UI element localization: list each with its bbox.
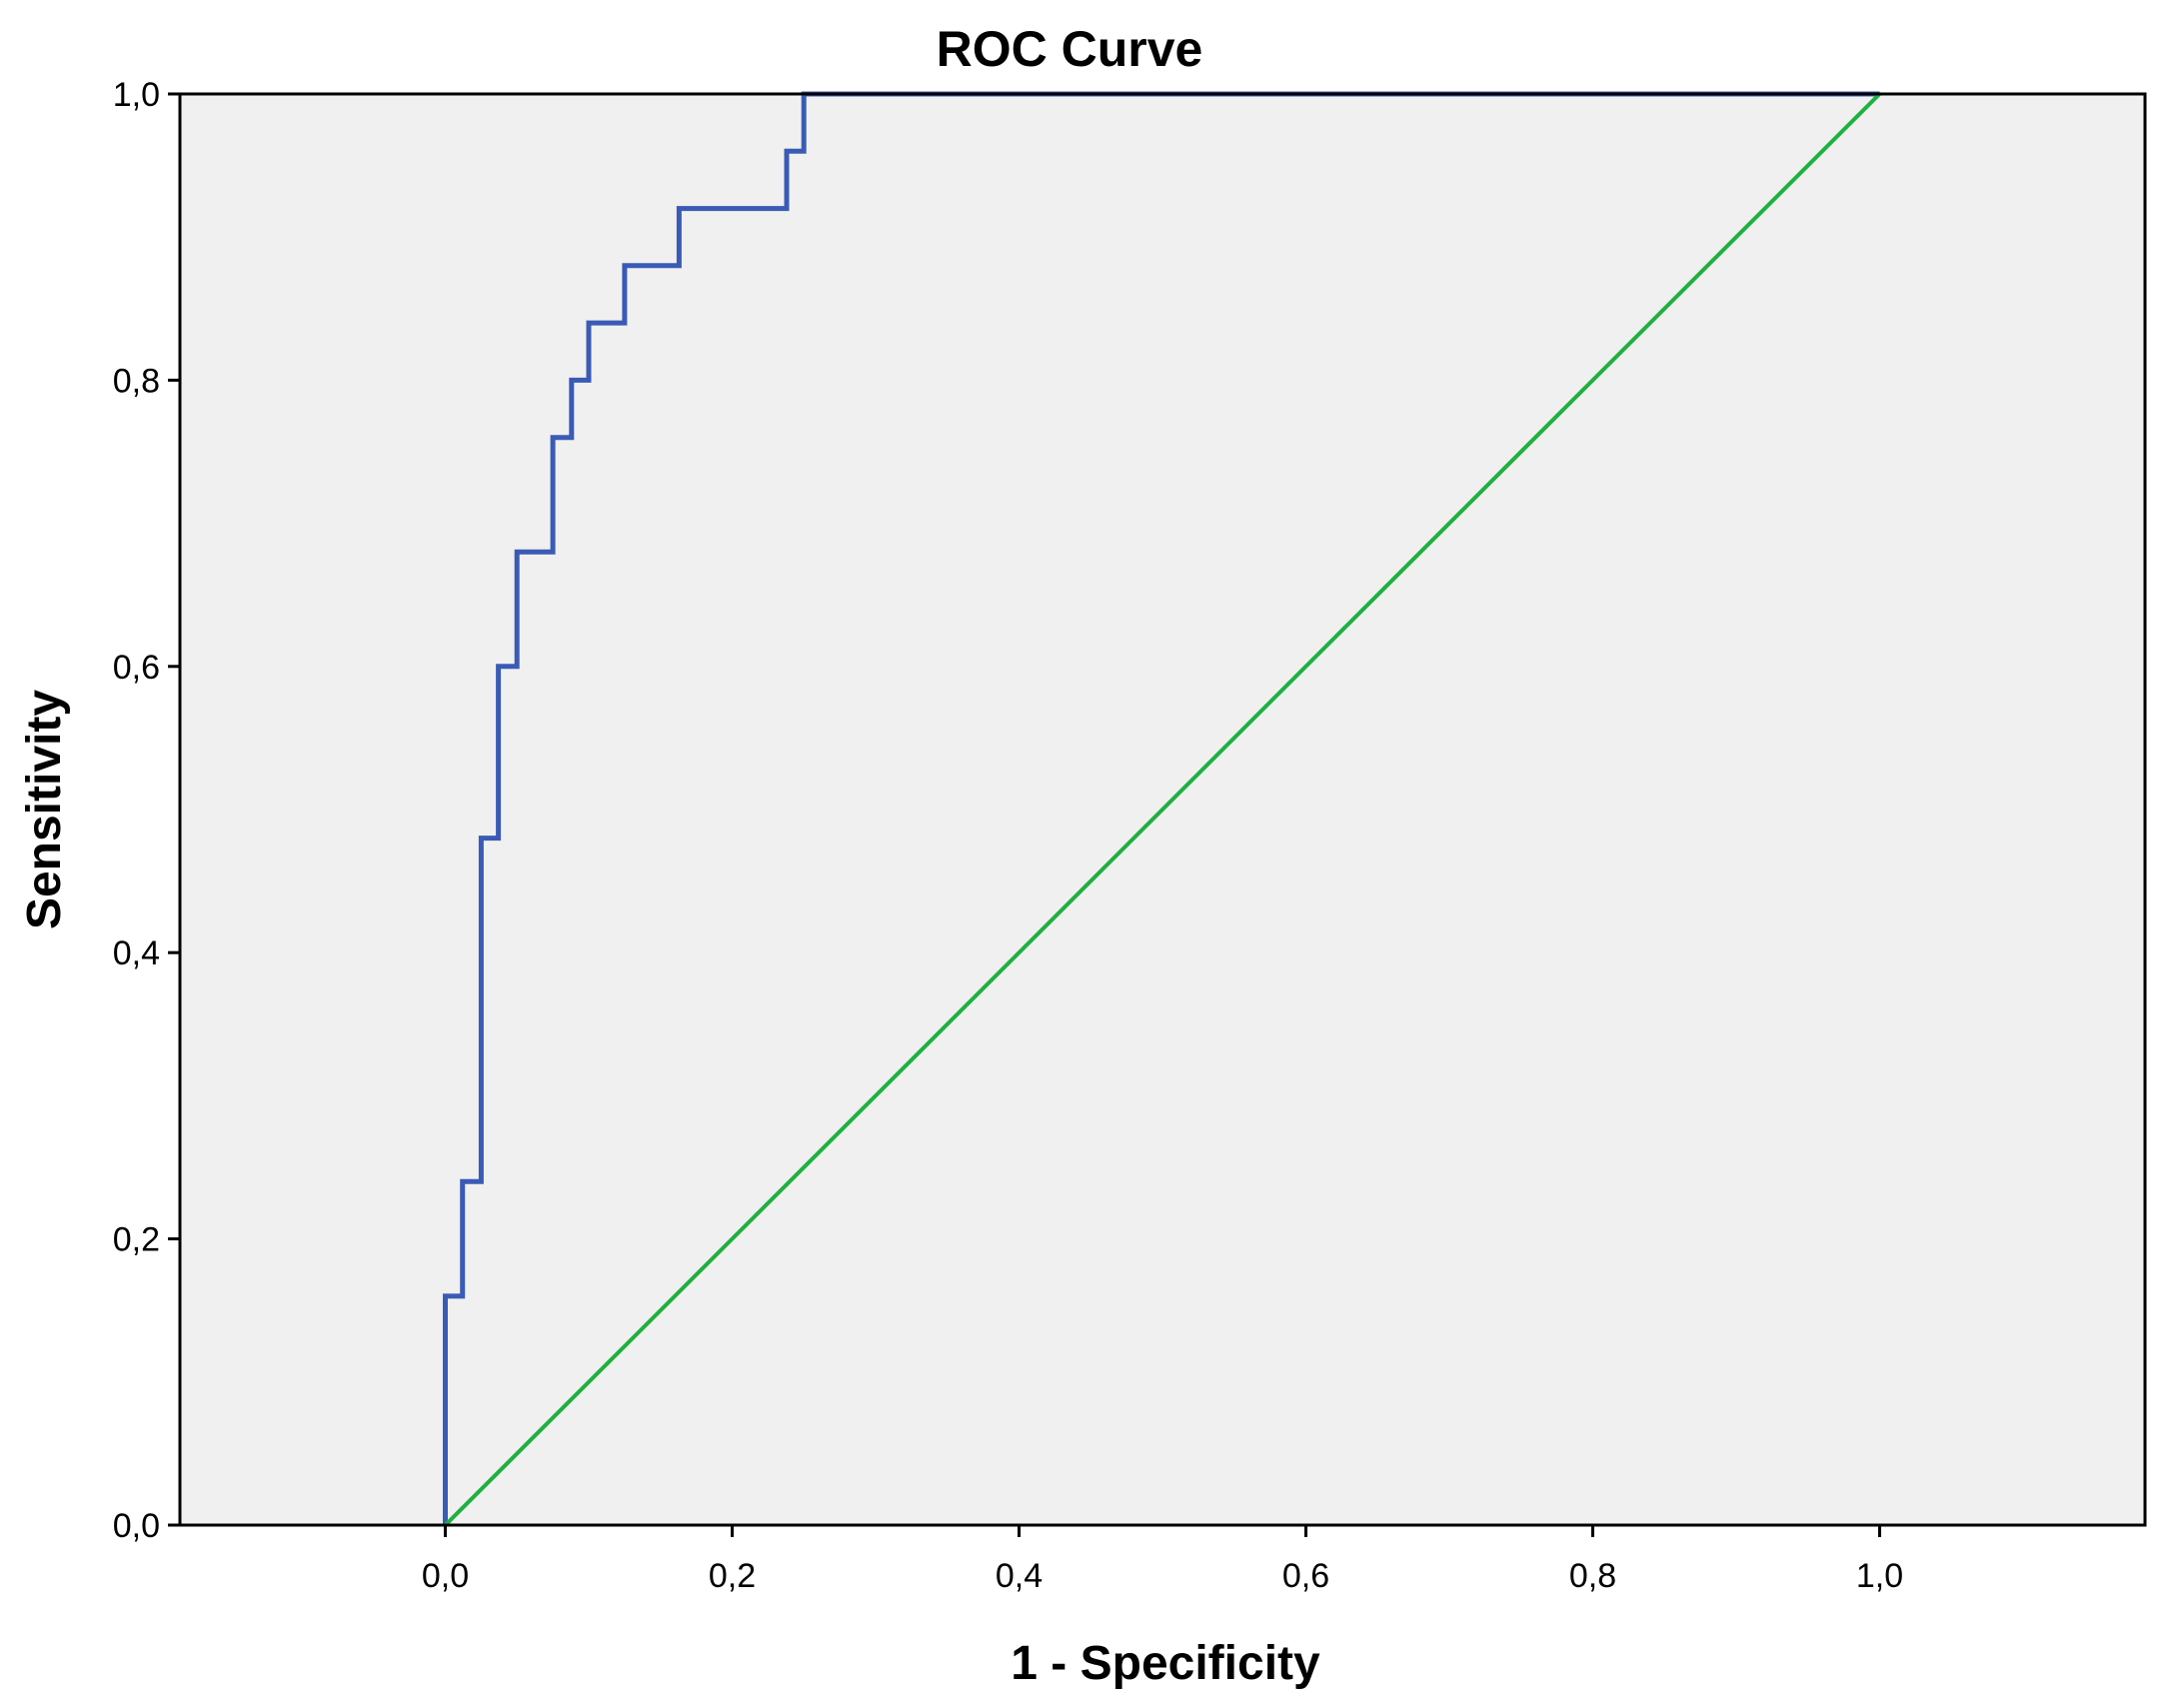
x-tick-label: 0,0: [422, 1557, 469, 1595]
x-tick-label: 0,2: [709, 1557, 756, 1595]
x-axis-ticks: 0,0 0,2 0,4 0,6 0,8 1,0: [422, 1525, 1903, 1595]
y-tick-label: 0,2: [113, 1221, 160, 1259]
y-tick-label: 0,8: [113, 362, 160, 400]
y-tick-label: 0,0: [113, 1507, 160, 1545]
x-axis-label: 1 - Specificity: [1011, 1637, 1320, 1690]
y-axis-ticks: 0,0 0,2 0,4 0,6 0,8 1,0: [113, 76, 180, 1545]
plot-frame: [178, 92, 2147, 1527]
y-tick-label: 1,0: [113, 76, 160, 114]
series-layer: [443, 91, 1881, 1527]
y-tick-label: 0,6: [113, 649, 160, 687]
x-tick-label: 0,8: [1569, 1557, 1616, 1595]
y-tick-label: 0,4: [113, 934, 160, 972]
x-tick-label: 0,6: [1282, 1557, 1329, 1595]
x-tick-label: 1,0: [1856, 1557, 1903, 1595]
chart-title: ROC Curve: [937, 21, 1203, 77]
roc-curve-line: [443, 91, 1880, 1525]
reference-diagonal-line: [444, 92, 1881, 1527]
y-axis-label: Sensitivity: [18, 690, 71, 929]
x-tick-label: 0,4: [996, 1557, 1043, 1595]
